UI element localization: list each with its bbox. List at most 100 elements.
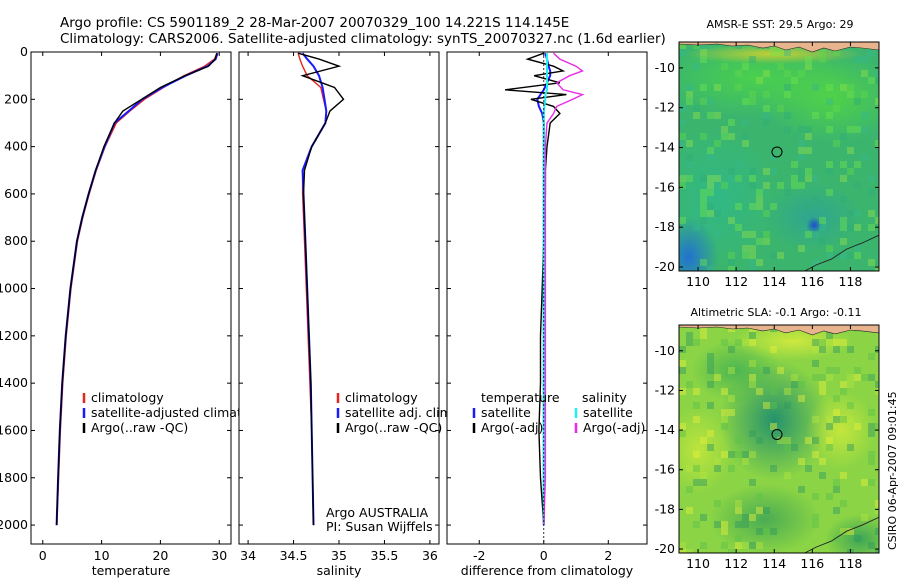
sst_map-ytick-label: -12 [655,100,675,115]
sst_map-pixel [749,182,756,189]
sst_map-pixel [749,168,756,175]
sst_map-pixel [826,161,833,168]
sla_map-pixel [826,367,833,374]
sla_map-pixel [812,493,819,500]
sla_map-pixel [714,465,721,472]
sla_map-pixel [826,437,833,444]
sst_map-pixel [770,168,777,175]
sst_map-pixel [826,84,833,91]
sla_map-pixel [700,514,707,521]
sla_map-ytick-label: -10 [655,343,675,358]
sst_map-pixel [707,112,714,119]
sla_map-pixel [847,528,854,535]
sla_map-pixel [679,430,686,437]
difference-xlabel: difference from climatology [461,563,634,578]
sla_map-pixel [777,437,784,444]
sst_map-pixel [742,119,749,126]
sla_map-pixel [819,374,826,381]
salinity-panel: 34 34.5 35 35.5 36 salinity climatologysatelli… [238,51,456,578]
sst_map-pixel [826,126,833,133]
sst_map-pixel [868,77,875,84]
sla_map-pixel [805,465,812,472]
difference-legend-right-1-label: Argo(-adj) [583,420,645,435]
sla_map-pixel [721,521,728,528]
sst_map-pixel [728,168,735,175]
sst_map-pixel [826,168,833,175]
sla_map-pixel [798,458,805,465]
sla_map-pixel [868,458,875,465]
sst_map-pixel [791,161,798,168]
sst_map-pixel [686,161,693,168]
temperature-xlabel: temperature [92,563,171,578]
sst_map-pixel [707,203,714,210]
sst_map-pixel [735,203,742,210]
sst_map-pixel [791,175,798,182]
sst_map-pixel [707,147,714,154]
sst_map-pixel [840,175,847,182]
sst_map-pixel [847,224,854,231]
sla_map-pixel [714,500,721,507]
sst_map-pixel [812,231,819,238]
sla_map-pixel [742,339,749,346]
sla_map-pixel [868,409,875,416]
sst_map-pixel [805,63,812,70]
sla_map-pixel [742,451,749,458]
sla_map-pixel [812,360,819,367]
sst_map-pixel [854,224,861,231]
sla_map-pixel [847,381,854,388]
sst_map-pixel [728,175,735,182]
sla_map-pixel [812,437,819,444]
sst_map-pixel [833,105,840,112]
sla_map-pixel [833,346,840,353]
sla_map-pixel [791,374,798,381]
sst_map-pixel [854,252,861,259]
sst_map-pixel [777,182,784,189]
temperature-ytick-label: 600 [4,186,28,201]
sla_map-pixel [749,542,756,549]
sst_map-pixel [763,70,770,77]
sst_map-pixel [819,217,826,224]
sst_map-xtick-label: 112 [724,274,748,289]
sla_map-pixel [826,423,833,430]
sst_map-pixel [798,182,805,189]
sst_map-pixel [756,259,763,266]
sst_map-pixel [840,133,847,140]
sla_map-pixel [840,528,847,535]
sla_map-pixel [770,381,777,388]
sla_map-xtick-label: 110 [686,556,710,571]
sla_map-pixel [693,416,700,423]
sst_map-pixel [847,84,854,91]
sla_map-pixel [728,409,735,416]
sst_map-frame [678,41,880,272]
sst_map-pixel [798,154,805,161]
difference-legend-right-title: salinity [582,390,627,405]
sst_map-pixel [798,70,805,77]
sst_map-pixel [826,245,833,252]
sla_map-pixel [868,353,875,360]
sst_map-pixel [854,182,861,189]
sla_map-pixel [728,465,735,472]
sla_map-pixel [833,507,840,514]
sst_map-pixel [742,245,749,252]
sst_map-pixel [749,252,756,259]
sst_map-pixel [798,147,805,154]
sst_map-pixel [749,231,756,238]
sla_map-pixel [721,451,728,458]
sst_map-xtick-label: 114 [762,274,786,289]
sla_map-pixel [700,325,707,332]
sst-map: 110 112 114 116 118 -10 -12 -14 -16 -18 -20 [655,41,880,289]
sla_map-pixel [756,542,763,549]
difference-series-3 [543,52,585,526]
sla_map-pixel [756,528,763,535]
sla_map-pixel [833,535,840,542]
sla_map-pixel [875,423,879,430]
sst_map-pixel [854,126,861,133]
sst_map-pixel [847,147,854,154]
sla_map-pixel [819,458,826,465]
sla_map-float-marker [771,428,783,440]
sla_map-pixel [875,507,879,514]
sst_map-pixel [763,238,770,245]
sst_map-pixel [854,98,861,105]
sst_map-pixel [833,140,840,147]
